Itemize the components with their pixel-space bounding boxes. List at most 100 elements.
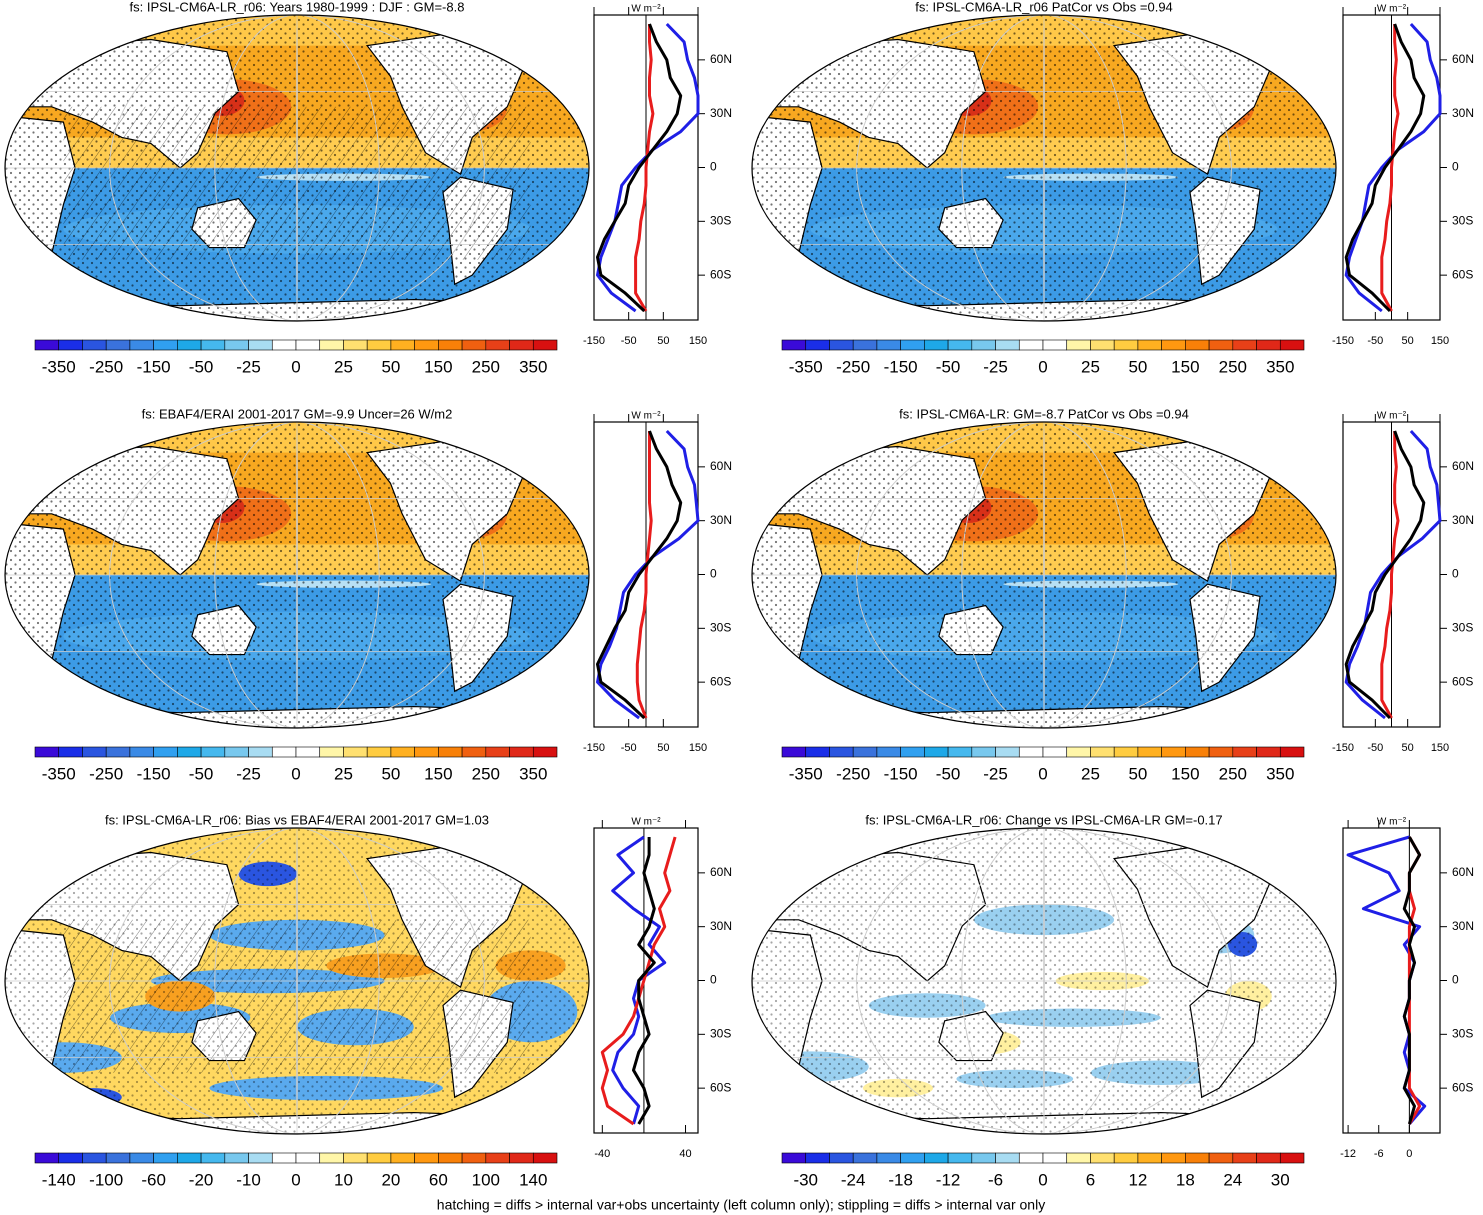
graticule (1043, 422, 1045, 728)
colorbar-label: -350 (42, 357, 76, 376)
colorbar-swatch (82, 339, 107, 351)
colorbar-label: 25 (334, 357, 353, 376)
colorbar-label: 25 (1081, 357, 1100, 376)
colorbar-label: -100 (89, 1170, 123, 1189)
colorbar-label: -50 (936, 764, 961, 783)
x-axis-label: W m⁻² (1377, 411, 1407, 422)
x-tick-label: -150 (1332, 742, 1354, 754)
colorbar-swatch (805, 339, 830, 351)
colorbar-label: -25 (983, 357, 1008, 376)
colorbar-label: -60 (141, 1170, 166, 1189)
colorbar-swatch (852, 746, 878, 758)
colorbar-label: 18 (1176, 1170, 1195, 1189)
colorbar-swatch (485, 746, 510, 758)
colorbar-label: -50 (936, 357, 961, 376)
colorbar-label: -12 (936, 1170, 961, 1189)
profile-line (596, 22, 700, 313)
colorbar-label: -20 (189, 1170, 214, 1189)
colorbar-swatch (153, 1152, 178, 1164)
colorbar-swatch (485, 1152, 510, 1164)
colorbar-swatch (200, 746, 226, 758)
colorbar-label: 100 (472, 1170, 500, 1189)
colorbar-swatch (852, 1152, 878, 1164)
colorbar-swatch (200, 1152, 226, 1164)
colorbar-swatch (829, 1152, 854, 1164)
colorbar-swatch (1161, 339, 1186, 351)
colorbar-swatch (58, 1152, 83, 1164)
y-tick-label: 60N (710, 459, 732, 473)
colorbar-swatch (366, 339, 392, 351)
colorbar-swatch (319, 339, 344, 351)
map-frame (4, 14, 590, 322)
profile-line (1344, 23, 1426, 313)
colorbar-swatch (1018, 1152, 1044, 1164)
colorbar-label: -6 (988, 1170, 1003, 1189)
graticule (856, 15, 1232, 321)
colorbar-swatch (414, 746, 439, 758)
graticule (296, 828, 298, 1134)
colorbar-swatch (1256, 746, 1281, 758)
y-tick-label: 30N (710, 106, 732, 120)
colorbar-swatch (900, 1152, 925, 1164)
colorbar-swatch (924, 746, 949, 758)
colorbar-swatch (924, 1152, 949, 1164)
colorbar-swatch (34, 1152, 60, 1164)
profile-line (1402, 836, 1422, 1125)
graticule (961, 15, 1127, 321)
colorbar-label: 25 (1081, 764, 1100, 783)
colorbar-swatch (438, 339, 463, 351)
colorbar-swatch (58, 746, 83, 758)
colorbar-swatch (177, 339, 202, 351)
graticule (296, 15, 298, 321)
x-tick-label: 50 (1402, 335, 1414, 347)
colorbar-swatch (343, 746, 368, 758)
colorbar-swatch (900, 746, 925, 758)
y-tick-label: 30S (710, 1026, 731, 1040)
colorbar-label: -150 (137, 764, 171, 783)
colorbar-swatch (224, 746, 249, 758)
y-tick-label: 60S (1452, 267, 1473, 281)
y-tick-label: 60N (710, 865, 732, 879)
profile-line (596, 23, 683, 313)
colorbar-label: 50 (381, 357, 400, 376)
colorbar-swatch (805, 746, 830, 758)
profile-line (1346, 835, 1427, 1125)
colorbar-label: 50 (1128, 764, 1147, 783)
graticule (856, 422, 1232, 728)
colorbar-swatch (781, 339, 807, 351)
colorbar-swatch (319, 1152, 344, 1164)
colorbar-swatch (414, 1152, 439, 1164)
colorbar-swatch (224, 339, 249, 351)
colorbar-swatch (1185, 746, 1210, 758)
map (752, 422, 1336, 728)
colorbar-swatch (224, 1152, 249, 1164)
colorbar-label: -30 (793, 1170, 818, 1189)
footnote: hatching = diffs > internal var+obs unce… (437, 1197, 1045, 1213)
x-tick-label: 40 (679, 1148, 691, 1160)
colorbar-label: 0 (291, 764, 300, 783)
colorbar-swatch (1066, 1152, 1091, 1164)
colorbar-swatch (509, 1152, 534, 1164)
colorbar-swatch (900, 339, 925, 351)
colorbar-label: -350 (789, 357, 823, 376)
colorbar-label: 350 (519, 764, 547, 783)
colorbar-swatch (805, 1152, 830, 1164)
colorbar-swatch (1066, 746, 1091, 758)
x-tick-label: 50 (1402, 742, 1414, 754)
colorbar-swatch (34, 746, 60, 758)
y-tick-label: 30N (1452, 106, 1474, 120)
colorbar-label: -140 (42, 1170, 76, 1189)
colorbar-swatch (1185, 339, 1210, 351)
x-tick-label: -40 (594, 1148, 610, 1160)
colorbar-swatch (509, 746, 534, 758)
y-tick-label: 60S (710, 267, 731, 281)
y-tick-label: 30S (1452, 620, 1473, 634)
colorbar-label: 0 (1038, 357, 1047, 376)
y-tick-label: 60N (1452, 865, 1474, 879)
colorbar-swatch (177, 1152, 202, 1164)
profile-line (596, 429, 700, 720)
colorbar-label: 350 (1266, 764, 1294, 783)
colorbar-swatch (1137, 746, 1162, 758)
colorbar-swatch (947, 339, 973, 351)
map-frame (4, 827, 590, 1135)
